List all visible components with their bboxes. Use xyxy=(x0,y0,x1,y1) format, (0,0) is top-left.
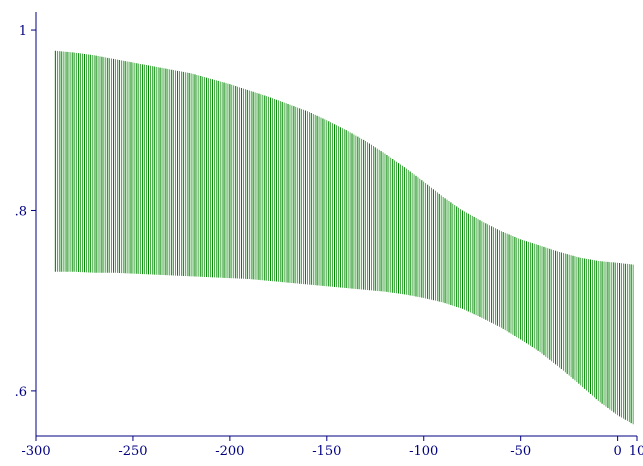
y-tick-label: .8 xyxy=(15,204,27,219)
y-tick-label: 1 xyxy=(19,24,27,39)
x-tick-label: -50 xyxy=(510,444,531,459)
x-tick-label: 0 xyxy=(613,444,621,459)
x-tick-label: 10 xyxy=(629,444,643,459)
x-tick-label: -300 xyxy=(21,444,50,459)
y-tick-label: .6 xyxy=(15,385,27,400)
axes-group: -300 -250 -200 -150 -100 -50 0 10 .6 .8 1 xyxy=(15,12,643,459)
x-tick-label: -150 xyxy=(312,444,341,459)
x-tick-label: -250 xyxy=(118,444,147,459)
bars-group xyxy=(54,50,634,425)
x-tick-label: -200 xyxy=(215,444,244,459)
x-tick-label: -100 xyxy=(409,444,438,459)
